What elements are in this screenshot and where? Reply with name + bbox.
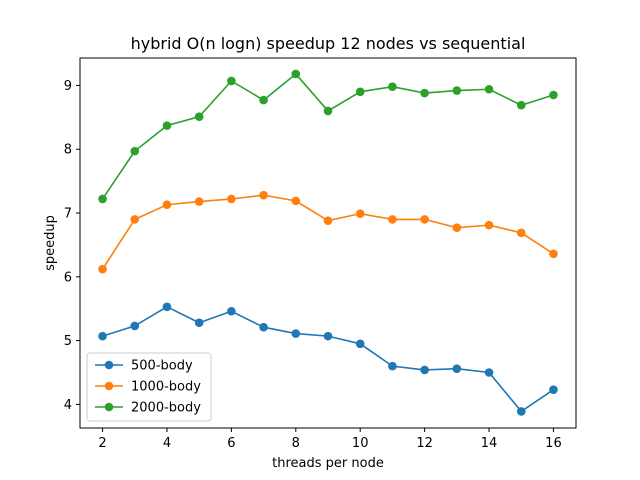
x-axis: 2 4 6 8 10 12 14 16	[98, 428, 562, 451]
data-point	[291, 329, 301, 338]
data-point	[98, 264, 107, 274]
legend-item: 2000-body	[95, 401, 201, 416]
data-point	[130, 146, 140, 156]
data-point	[355, 339, 365, 349]
data-point	[194, 318, 204, 328]
data-point	[452, 86, 462, 95]
plot-area	[98, 69, 558, 416]
data-point	[98, 194, 107, 204]
x-tick-label: 2	[98, 436, 106, 451]
data-point	[516, 100, 526, 110]
legend-label: 2000-body	[131, 401, 201, 416]
x-tick-label: 10	[352, 436, 369, 451]
data-point	[420, 365, 429, 375]
x-tick-label: 6	[227, 436, 235, 451]
data-point	[323, 216, 333, 225]
data-point	[484, 220, 494, 230]
legend-label: 500-body	[131, 359, 193, 374]
y-tick-label: 5	[64, 334, 72, 349]
data-point	[162, 200, 172, 210]
data-point	[194, 112, 204, 121]
data-point	[291, 69, 301, 79]
y-tick-label: 6	[64, 270, 72, 285]
data-point	[259, 95, 268, 105]
data-point	[420, 88, 429, 98]
data-point	[259, 322, 268, 332]
data-point	[549, 90, 558, 100]
data-point	[130, 321, 140, 331]
data-point	[420, 215, 429, 224]
data-point	[452, 364, 462, 373]
data-point	[516, 407, 526, 416]
legend-label: 1000-body	[131, 380, 201, 395]
x-tick-label: 16	[545, 436, 562, 451]
data-point	[162, 302, 172, 312]
series-1000-body	[98, 190, 558, 274]
series-500-body	[98, 302, 558, 416]
data-point	[388, 361, 397, 371]
y-tick-label: 9	[64, 79, 72, 94]
x-tick-label: 8	[292, 436, 300, 451]
data-point	[484, 368, 494, 377]
y-tick-label: 8	[64, 143, 72, 158]
y-tick-label: 7	[64, 207, 72, 222]
y-axis: 4 5 6 7 8 9	[64, 79, 80, 413]
data-point	[484, 84, 494, 94]
data-point	[452, 223, 462, 232]
data-point	[323, 106, 333, 116]
legend: 500-body 1000-body 2000-body	[86, 352, 212, 422]
x-axis-label: threads per node	[272, 456, 384, 471]
legend-item: 1000-body	[95, 380, 201, 395]
data-point	[227, 306, 236, 316]
legend-marker	[104, 402, 114, 412]
series-2000-body	[98, 69, 558, 204]
axes-frame	[79, 57, 577, 429]
data-point	[388, 215, 397, 224]
data-point	[130, 215, 140, 224]
data-point	[227, 194, 236, 204]
data-point	[194, 197, 204, 206]
data-point	[162, 121, 172, 130]
legend-marker	[104, 360, 114, 370]
data-point	[549, 385, 558, 395]
data-point	[227, 76, 236, 86]
data-point	[549, 249, 558, 259]
data-point	[388, 82, 397, 92]
x-tick-label: 4	[163, 436, 171, 451]
data-point	[323, 331, 333, 341]
data-point	[516, 228, 526, 238]
y-axis-label: speedup	[43, 215, 58, 271]
data-point	[355, 87, 365, 97]
legend-marker	[104, 381, 114, 391]
legend-box	[86, 352, 212, 422]
x-tick-label: 14	[481, 436, 498, 451]
legend-item: 500-body	[95, 359, 193, 374]
data-point	[291, 196, 301, 206]
data-point	[259, 190, 268, 200]
data-point	[98, 331, 107, 341]
data-point	[355, 209, 365, 218]
chart-title: hybrid O(n logn) speedup 12 nodes vs seq…	[131, 34, 526, 53]
y-tick-label: 4	[64, 398, 72, 413]
x-tick-label: 12	[416, 436, 433, 451]
